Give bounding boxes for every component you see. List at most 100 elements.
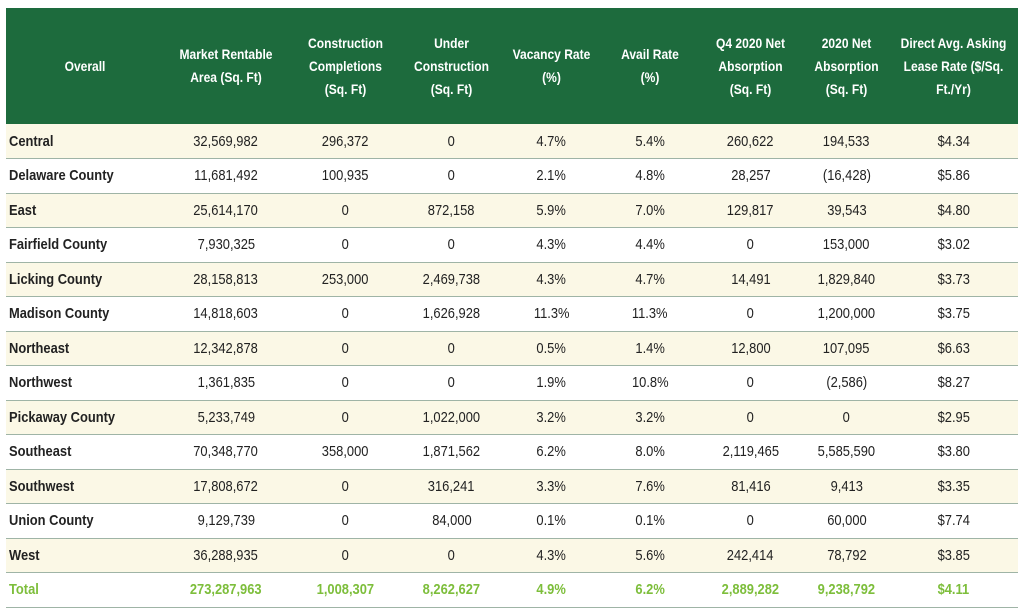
table-cell: 872,158: [403, 193, 500, 228]
column-header: Direct Avg. Asking Lease Rate ($/Sq. Ft.…: [900, 34, 1007, 97]
cell-text: 0: [447, 236, 456, 254]
table-cell: 253,000: [288, 262, 403, 297]
cell-text: 0: [447, 374, 456, 392]
table-cell: $8.27: [889, 365, 1018, 401]
table-cell: 4.7%: [603, 262, 697, 297]
table-cell: 70,348,770: [164, 434, 288, 470]
table-cell: 0: [804, 400, 889, 435]
table-cell: 0: [288, 365, 403, 401]
table-cell: 0.1%: [603, 503, 697, 539]
market-statistics-table: Overall Market Rentable Area (Sq. Ft) Cons…: [6, 8, 1018, 608]
table-cell: 8,262,627: [403, 572, 500, 608]
table-cell: 11.3%: [500, 296, 603, 332]
cell-text: 1.9%: [536, 374, 567, 392]
cell-text: 5.9%: [536, 201, 567, 219]
cell-text: 5.6%: [635, 546, 665, 564]
table-cell: 0: [288, 400, 403, 435]
table-cell: 14,491: [697, 262, 804, 297]
table-cell: 5,233,749: [164, 400, 288, 435]
row-label-cell: Total: [6, 572, 164, 608]
total-row: Total 273,287,963 1,008,307 8,262,627 4.9% 6.…: [6, 572, 1018, 608]
column-header: Overall: [64, 57, 106, 74]
cell-text: 260,622: [727, 132, 774, 150]
table-cell: 153,000: [804, 227, 889, 263]
table-cell: 5.6%: [603, 538, 697, 573]
cell-text: Licking County: [9, 270, 103, 288]
row-label-cell: Delaware County: [6, 158, 164, 194]
table-row: Madison County 14,818,603 0 1,626,928 11.3% 1…: [6, 296, 1018, 332]
cell-text: 28,158,813: [193, 270, 259, 288]
cell-text: 0: [341, 201, 350, 219]
table-cell: 28,257: [697, 158, 804, 194]
cell-text: East: [9, 201, 37, 219]
table-cell: 78,792: [804, 538, 889, 573]
cell-text: 0: [746, 512, 755, 530]
table-cell: 0: [288, 331, 403, 366]
cell-text: $3.75: [937, 305, 970, 323]
cell-text: 4.9%: [536, 581, 567, 599]
cell-text: 14,491: [730, 270, 771, 288]
table-cell: 1.4%: [603, 331, 697, 366]
cell-text: $3.73: [937, 270, 970, 288]
table-cell: 1,022,000: [403, 400, 500, 435]
table-cell: 260,622: [697, 124, 804, 159]
cell-text: 1,200,000: [817, 305, 876, 323]
table-cell: 3.3%: [500, 469, 603, 504]
cell-text: 8,262,627: [422, 581, 481, 599]
cell-text: Madison County: [9, 305, 110, 323]
row-label-cell: Fairfield County: [6, 227, 164, 263]
table-cell: 0: [697, 227, 804, 263]
table-cell: 316,241: [403, 469, 500, 504]
table-row: Southeast 70,348,770 358,000 1,871,562 6.2% 8…: [6, 434, 1018, 470]
table-cell: 12,800: [697, 331, 804, 366]
table-cell: 4.3%: [500, 262, 603, 297]
cell-text: 84,000: [431, 512, 472, 530]
cell-text: 0: [341, 512, 350, 530]
table-cell: 3.2%: [603, 400, 697, 435]
table-cell: $4.34: [889, 124, 1018, 159]
cell-text: 296,372: [322, 132, 369, 150]
cell-text: Union County: [9, 512, 94, 530]
table-cell: 39,543: [804, 193, 889, 228]
table-row: East 25,614,170 0 872,158 5.9% 7.0% 129,817 39,…: [6, 193, 1018, 228]
table-cell: $7.74: [889, 503, 1018, 539]
cell-text: 28,257: [730, 167, 771, 185]
table-cell: 0: [403, 227, 500, 263]
table-cell: 12,342,878: [164, 331, 288, 366]
table-cell: 60,000: [804, 503, 889, 539]
table-cell: $6.63: [889, 331, 1018, 366]
table-cell: 6.2%: [603, 572, 697, 608]
cell-text: 872,158: [428, 201, 475, 219]
table-cell: 6.2%: [500, 434, 603, 470]
table-header: Overall Market Rentable Area (Sq. Ft) Cons…: [6, 8, 1018, 124]
cell-text: 4.4%: [635, 236, 665, 254]
table-cell: 242,414: [697, 538, 804, 573]
table-cell: 5.4%: [603, 124, 697, 159]
cell-text: 70,348,770: [193, 443, 259, 461]
cell-text: 0.1%: [635, 512, 665, 530]
table-cell: 7,930,325: [164, 227, 288, 263]
cell-text: $7.74: [937, 512, 970, 530]
table-row: Fairfield County 7,930,325 0 0 4.3% 4.4% 0 153,…: [6, 227, 1018, 263]
table-cell: 0: [288, 469, 403, 504]
table-cell: 0: [403, 538, 500, 573]
table-cell: 17,808,672: [164, 469, 288, 504]
cell-text: 0: [447, 132, 456, 150]
cell-text: 1,829,840: [817, 270, 876, 288]
table-cell: 36,288,935: [164, 538, 288, 573]
cell-text: 2,889,282: [721, 581, 780, 599]
table-cell: 0: [403, 331, 500, 366]
table-cell: 2,469,738: [403, 262, 500, 297]
market-statistics-table-container: Overall Market Rentable Area (Sq. Ft) Cons…: [6, 8, 1020, 608]
table-cell: 8.0%: [603, 434, 697, 470]
cell-text: 25,614,170: [193, 201, 259, 219]
cell-text: Southwest: [9, 477, 75, 495]
cell-text: 0: [341, 477, 350, 495]
table-cell: 7.6%: [603, 469, 697, 504]
row-label-cell: Licking County: [6, 262, 164, 297]
table-row: Union County 9,129,739 0 84,000 0.1% 0.1% 0 60,…: [6, 503, 1018, 539]
cell-text: 17,808,672: [193, 477, 259, 495]
cell-text: 14,818,603: [193, 305, 259, 323]
cell-text: 2,119,465: [722, 443, 779, 461]
cell-text: 9,413: [830, 477, 863, 495]
